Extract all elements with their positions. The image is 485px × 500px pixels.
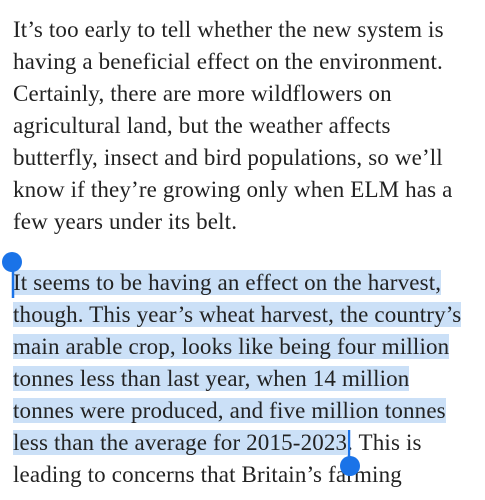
end-handle[interactable]: [340, 456, 360, 476]
text-line: though. This year’s wheat harvest, the c…: [13, 299, 462, 331]
text-line: main arable crop, looks like being four …: [13, 331, 450, 363]
line-text: Certainly, there are more wildflowers on: [13, 81, 392, 106]
line-text: agricultural land, but the weather affec…: [13, 113, 391, 138]
selected-text: less than the average for 2015-2023: [13, 430, 348, 455]
text-line: know if they’re growing only when ELM ha…: [13, 174, 453, 206]
line-text: few years under its belt.: [13, 209, 238, 234]
text-line: tonnes were produced, and five million t…: [13, 395, 446, 427]
line-text: know if they’re growing only when ELM ha…: [13, 177, 453, 202]
text-line: few years under its belt.: [13, 206, 237, 238]
start-handle[interactable]: [2, 252, 22, 272]
text-line: Certainly, there are more wildflowers on: [13, 78, 392, 110]
text-line: less than the average for 2015-2023. Thi…: [13, 427, 422, 459]
line-text: leading to concerns that Britain’s farmi…: [13, 462, 402, 487]
text-line: It seems to be having an effect on the h…: [13, 267, 442, 299]
text-line: agricultural land, but the weather affec…: [13, 110, 391, 142]
line-text: butterfly, insect and bird populations, …: [13, 145, 443, 170]
text-line: butterfly, insect and bird populations, …: [13, 142, 443, 174]
selected-text: main arable crop, looks like being four …: [13, 334, 450, 359]
selected-text: though. This year’s wheat harvest, the c…: [13, 302, 462, 327]
selected-text: tonnes less than last year, when 14 mill…: [13, 366, 410, 391]
text-line: leading to concerns that Britain’s farmi…: [13, 459, 402, 491]
text-line: having a beneficial effect on the enviro…: [13, 46, 443, 78]
line-text: having a beneficial effect on the enviro…: [13, 49, 443, 74]
text-line: It’s too early to tell whether the new s…: [13, 14, 444, 46]
line-text: It’s too early to tell whether the new s…: [13, 17, 444, 42]
selected-text: tonnes were produced, and five million t…: [13, 398, 446, 423]
selected-text: It seems to be having an effect on the h…: [13, 270, 442, 295]
text-line: tonnes less than last year, when 14 mill…: [13, 363, 410, 395]
line-text: . This is: [347, 430, 422, 455]
